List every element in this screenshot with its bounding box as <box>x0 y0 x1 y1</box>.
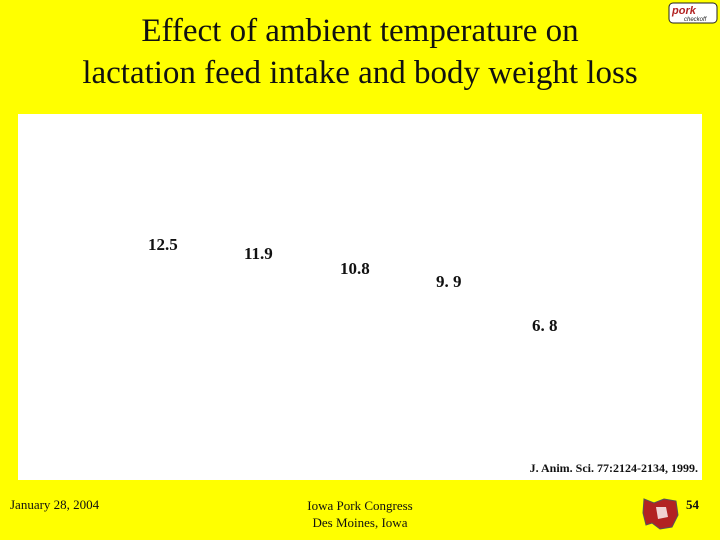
source-citation: J. Anim. Sci. 77:2124-2134, 1999. <box>529 461 698 475</box>
data-label: 11.9 <box>244 243 273 263</box>
data-label: 10.8 <box>340 259 370 279</box>
slide-title: Effect of ambient temperature on lactati… <box>0 10 720 94</box>
data-label: 12.5 <box>148 235 178 255</box>
page-number: 54 <box>686 497 699 512</box>
chart-panel: 12.5 11.9 10.8 9. 9 6. 8 J. Anim. Sci. 77:21… <box>18 114 702 480</box>
footer-event: Iowa Pork Congress Des Moines, Iowa <box>260 497 460 531</box>
footer-date: January 28, 2004 <box>10 497 100 512</box>
data-label: 6. 8 <box>532 316 558 335</box>
footer-event-line-1: Iowa Pork Congress <box>307 498 413 513</box>
svg-text:pork: pork <box>671 5 697 17</box>
svg-text:checkoff: checkoff <box>684 17 708 23</box>
pork-checkoff-logo: pork checkoff <box>668 2 718 24</box>
footer-event-line-2: Des Moines, Iowa <box>312 515 408 530</box>
title-line-2: lactation feed intake and body weight lo… <box>82 55 638 91</box>
title-line-1: Effect of ambient temperature on <box>141 13 579 49</box>
data-label: 9. 9 <box>436 271 462 291</box>
ohio-map-icon <box>642 498 679 530</box>
